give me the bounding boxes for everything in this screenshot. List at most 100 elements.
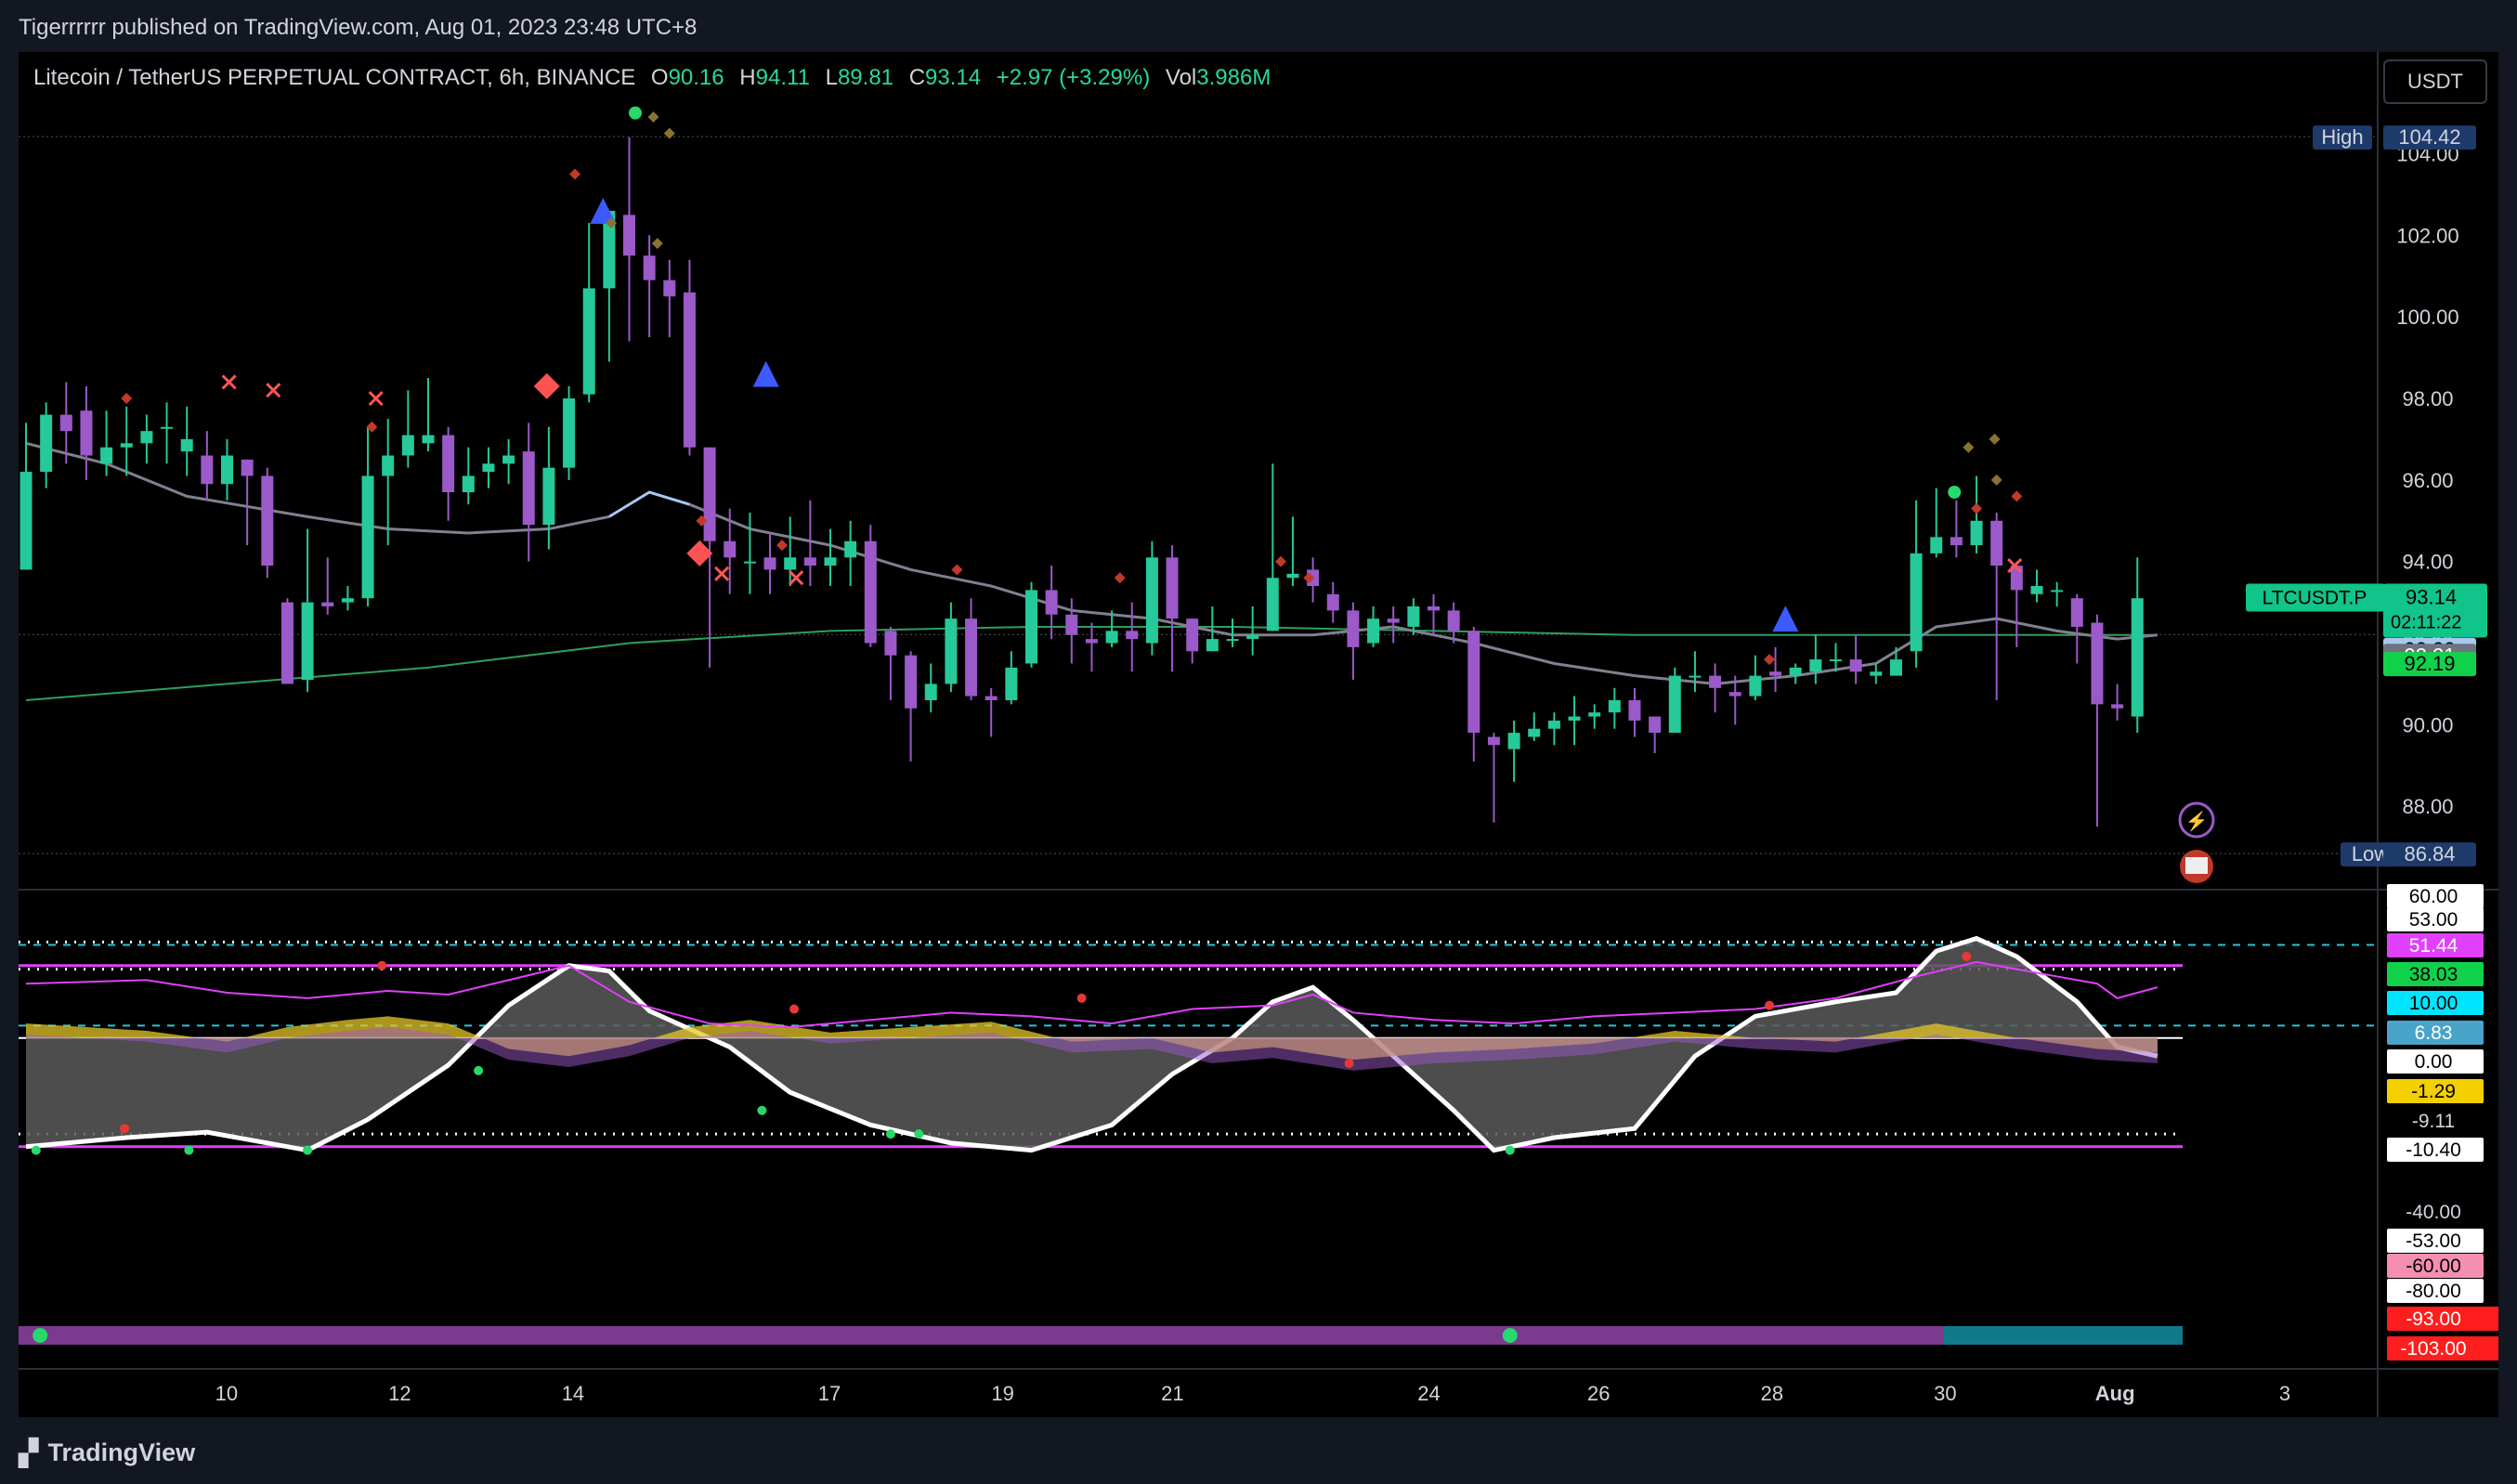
- diamond-marker: [2011, 490, 2023, 502]
- open-value: 90.16: [668, 65, 724, 90]
- candle-body: [180, 438, 193, 452]
- osc-tag-bg: [2387, 962, 2484, 986]
- sell-cross-marker: [221, 374, 237, 390]
- candle-body: [221, 455, 233, 485]
- candle-body: [1206, 639, 1219, 652]
- candle-body: [1870, 671, 1883, 676]
- price-tag-bg: [2383, 125, 2476, 150]
- candle-body: [2070, 598, 2083, 627]
- candle-body: [663, 280, 676, 297]
- sell-cross-stroke: [714, 566, 730, 581]
- osc-tag-bg: [2387, 1336, 2498, 1360]
- time-tick-label: 26: [1587, 1382, 1610, 1405]
- time-tick-label: 24: [1417, 1382, 1440, 1405]
- osc-buy-dot: [184, 1145, 194, 1155]
- osc-tag-bg: [2387, 884, 2484, 908]
- candle-body: [1769, 671, 1782, 676]
- candle-body: [763, 557, 776, 570]
- osc-tag-bg: [2387, 1079, 2484, 1103]
- candle-body: [542, 467, 555, 526]
- chart-area[interactable]: 104.00102.00100.0098.0096.0094.0092.0090…: [19, 52, 2498, 1417]
- sell-cross-marker: [266, 383, 281, 398]
- candle-body: [603, 211, 616, 289]
- diamond-marker: [1114, 572, 1126, 584]
- time-tick-label: 28: [1761, 1382, 1783, 1405]
- time-tick-label: 17: [818, 1382, 841, 1405]
- osc-tag-bg: [2387, 907, 2484, 931]
- candle-body: [241, 459, 254, 476]
- candle-body: [703, 447, 716, 541]
- osc-buy-dot: [1505, 1145, 1515, 1155]
- sell-cross-stroke: [789, 570, 804, 586]
- candle-body: [201, 455, 214, 485]
- currency-button[interactable]: USDT: [2383, 59, 2487, 104]
- buy-triangle-marker: [590, 198, 617, 225]
- open-label: O: [650, 65, 669, 90]
- price-tag-value: 86.84: [2404, 842, 2455, 866]
- osc-sell-dot: [789, 1004, 800, 1014]
- diamond-marker: [776, 540, 789, 552]
- osc-tick-label: 0.00: [2415, 1051, 2453, 1073]
- candle-body: [1568, 716, 1581, 721]
- candle-body: [1789, 667, 1802, 676]
- candle-body: [1467, 631, 1480, 734]
- diamond-marker: [663, 127, 675, 139]
- price-tick-label: 88.00: [2402, 795, 2453, 818]
- osc-tag-bg: [2387, 1049, 2484, 1074]
- candle-body: [623, 215, 635, 256]
- osc-tick-label: 51.44: [2409, 935, 2458, 957]
- osc-buy-dot: [757, 1105, 767, 1115]
- candle-body: [1628, 699, 1641, 721]
- high-label: H: [739, 65, 756, 90]
- candle-body: [1970, 520, 1983, 546]
- candle-body: [1266, 578, 1279, 631]
- candle-body: [2091, 622, 2104, 705]
- candle-body: [1347, 610, 1360, 647]
- candle-body: [924, 683, 937, 700]
- candle-body: [401, 435, 414, 456]
- candle-body: [1005, 667, 1018, 700]
- trend-bar-dot: [1502, 1328, 1518, 1343]
- diamond-marker: [696, 514, 708, 527]
- change-value: +2.97 (+3.29%): [996, 65, 1151, 90]
- candle-body: [1286, 573, 1299, 579]
- osc-buy-dot: [885, 1129, 895, 1139]
- candle-body: [1689, 675, 1702, 678]
- candle-body: [2030, 586, 2043, 594]
- candle-body: [582, 288, 595, 395]
- candle-body: [1709, 675, 1722, 688]
- candle-body: [1487, 736, 1500, 746]
- lightning-glyph: ⚡: [2185, 810, 2209, 832]
- candle-body: [1588, 712, 1601, 717]
- candle-body: [1085, 639, 1098, 644]
- diamond-marker: [1971, 502, 1983, 514]
- price-tag-bg: [2383, 652, 2476, 677]
- candle-body: [140, 431, 153, 444]
- osc-sell-dot: [377, 960, 387, 970]
- tradingview-brand[interactable]: ▞ TradingView: [19, 1438, 195, 1468]
- candle-body: [1126, 631, 1139, 640]
- diamond-marker: [1989, 433, 2001, 445]
- sell-cross-marker: [2007, 558, 2023, 574]
- high-value: 94.11: [755, 65, 810, 90]
- diamond-marker: [1303, 572, 1315, 584]
- sell-cross-stroke: [266, 383, 281, 398]
- candle-body: [2051, 590, 2064, 592]
- time-tick-label: 14: [562, 1382, 584, 1405]
- diamond-marker: [686, 540, 713, 566]
- candle-body: [1065, 614, 1078, 635]
- osc-buy-dot: [474, 1065, 484, 1075]
- candle-body: [1428, 605, 1440, 611]
- price-tick-label: 102.00: [2396, 224, 2458, 247]
- candle-body: [864, 540, 877, 644]
- candle-body: [40, 414, 53, 473]
- candle-body: [824, 557, 837, 566]
- osc-tick-label: -1.29: [2411, 1081, 2456, 1102]
- symbol-tag-bg: [2246, 583, 2385, 612]
- osc-tick-label: 10.00: [2409, 993, 2458, 1014]
- candle-body: [1809, 659, 1822, 672]
- candle-body: [1226, 639, 1239, 642]
- green-dot-marker: [628, 106, 642, 120]
- candle-body: [844, 540, 857, 558]
- osc-tag-bg: [2387, 1229, 2484, 1253]
